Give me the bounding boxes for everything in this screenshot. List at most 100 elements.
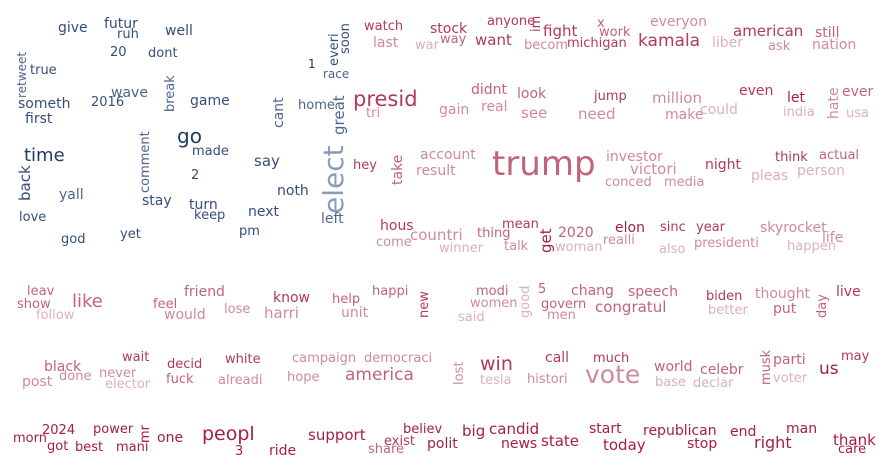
word-stop: stop — [687, 436, 718, 452]
word-feel: feel — [153, 297, 178, 312]
word-america: america — [345, 365, 414, 385]
word-friend: friend — [184, 284, 225, 300]
word-polit: polit — [427, 436, 458, 452]
word-woman: woman — [555, 240, 603, 255]
word-watch: watch — [364, 19, 404, 34]
word-care: care — [838, 442, 867, 457]
word-power: power — [93, 422, 134, 437]
word-speech: speech — [628, 284, 678, 300]
word-end: end — [730, 424, 757, 440]
word-world: world — [654, 359, 693, 375]
word-man: man — [786, 421, 818, 437]
word-talk: talk — [504, 239, 529, 254]
word-tri: tri — [366, 106, 381, 121]
word-presidenti: presidenti — [694, 236, 759, 251]
word-year: year — [696, 220, 726, 235]
word-new: new — [417, 291, 432, 318]
word-like: like — [72, 291, 103, 312]
word-support: support — [308, 426, 366, 444]
word-want: want — [475, 31, 512, 49]
word-chang: chang — [571, 283, 614, 299]
word-exist: exist — [384, 434, 415, 449]
word-hope: hope — [287, 370, 320, 385]
word-parti: parti — [773, 352, 806, 368]
word-becom: becom — [524, 38, 569, 53]
word-think: think — [775, 150, 808, 165]
word-make: make — [665, 107, 704, 123]
word-comment: comment — [138, 131, 153, 193]
word-voter: voter — [773, 371, 808, 386]
word-dont: dont — [148, 46, 178, 61]
word-black: black — [44, 359, 82, 375]
word-2: 2 — [191, 168, 200, 183]
word-happi: happi — [372, 284, 409, 299]
word-thank: thank — [833, 431, 876, 449]
word-work: work — [599, 25, 631, 40]
word-vote: vote — [585, 360, 641, 389]
word-hous: hous — [380, 218, 414, 234]
word-happen: happen — [787, 239, 836, 254]
word-peopl: peopl — [202, 423, 255, 445]
word-go: go — [177, 124, 202, 148]
word-best: best — [75, 440, 104, 455]
word-mean: mean — [502, 217, 539, 232]
word-1: 1 — [308, 57, 316, 71]
word-winner: winner — [439, 241, 484, 256]
word-first: first — [25, 111, 53, 127]
word-left: left — [321, 211, 344, 227]
word-also: also — [659, 242, 686, 257]
word-done: done — [59, 369, 92, 384]
word-would: would — [164, 307, 206, 323]
word-retweet: retweet — [15, 51, 29, 98]
word-harri: harri — [264, 304, 299, 322]
word-live: live — [836, 284, 861, 300]
word-declar: declar — [693, 376, 734, 391]
word-elector: elector — [105, 377, 151, 392]
word-india: india — [783, 105, 815, 120]
word-countri: countri — [410, 226, 463, 244]
word-made: made — [192, 144, 229, 159]
word-sinc: sinc — [660, 220, 686, 235]
word-start: start — [589, 421, 622, 437]
word-race: race — [323, 67, 350, 81]
word-could: could — [700, 102, 738, 118]
word-white: white — [225, 352, 261, 367]
word-put: put — [773, 301, 797, 317]
word-biden: biden — [706, 289, 743, 304]
word-stay: stay — [142, 193, 172, 209]
word-right: right — [754, 433, 792, 452]
word-turn: turn — [189, 197, 218, 213]
word-wait: wait — [122, 350, 150, 365]
word-back: back — [16, 165, 34, 201]
word-tesla: tesla — [480, 373, 512, 388]
word-govern: govern — [541, 297, 587, 312]
word-anyone: anyone — [487, 14, 536, 29]
word-time: time — [24, 145, 65, 166]
word-good: good — [518, 285, 533, 318]
word-leav: leav — [27, 284, 55, 299]
word-american: american — [733, 22, 804, 40]
word-musk: musk — [759, 349, 774, 385]
word-ever: ever — [842, 84, 874, 100]
word-war: war — [415, 38, 439, 53]
word-ruh: ruh — [117, 27, 139, 42]
word-stock: stock — [430, 21, 468, 37]
word-elect: elect — [317, 145, 350, 214]
word-2016: 2016 — [91, 95, 125, 110]
word-show: show — [17, 297, 51, 312]
word-base: base — [655, 375, 686, 390]
word-way: way — [440, 32, 467, 47]
word-liber: liber — [712, 35, 744, 51]
word-campaign: campaign — [292, 351, 357, 366]
word-men: men — [547, 308, 576, 323]
word-account: account — [420, 147, 476, 163]
word-conced: conced — [605, 175, 652, 190]
word-someth: someth — [18, 96, 71, 112]
word-republican: republican — [643, 423, 717, 439]
word-home: home — [298, 98, 335, 113]
word-gain: gain — [439, 102, 470, 118]
word-x: x — [597, 16, 605, 31]
word-come: come — [376, 235, 412, 250]
word-say: say — [254, 152, 280, 170]
